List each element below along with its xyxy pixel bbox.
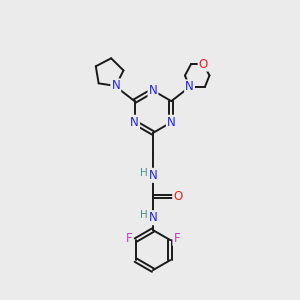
Text: N: N	[130, 116, 139, 129]
Text: N: N	[167, 116, 176, 129]
Text: N: N	[148, 211, 157, 224]
Text: F: F	[126, 232, 132, 245]
Text: N: N	[111, 80, 120, 92]
Text: N: N	[148, 84, 157, 97]
Text: F: F	[173, 232, 180, 245]
Text: N: N	[148, 169, 157, 182]
Text: N: N	[185, 80, 194, 94]
Text: O: O	[173, 190, 183, 203]
Text: H: H	[140, 168, 147, 178]
Text: O: O	[199, 58, 208, 70]
Text: H: H	[140, 210, 147, 220]
